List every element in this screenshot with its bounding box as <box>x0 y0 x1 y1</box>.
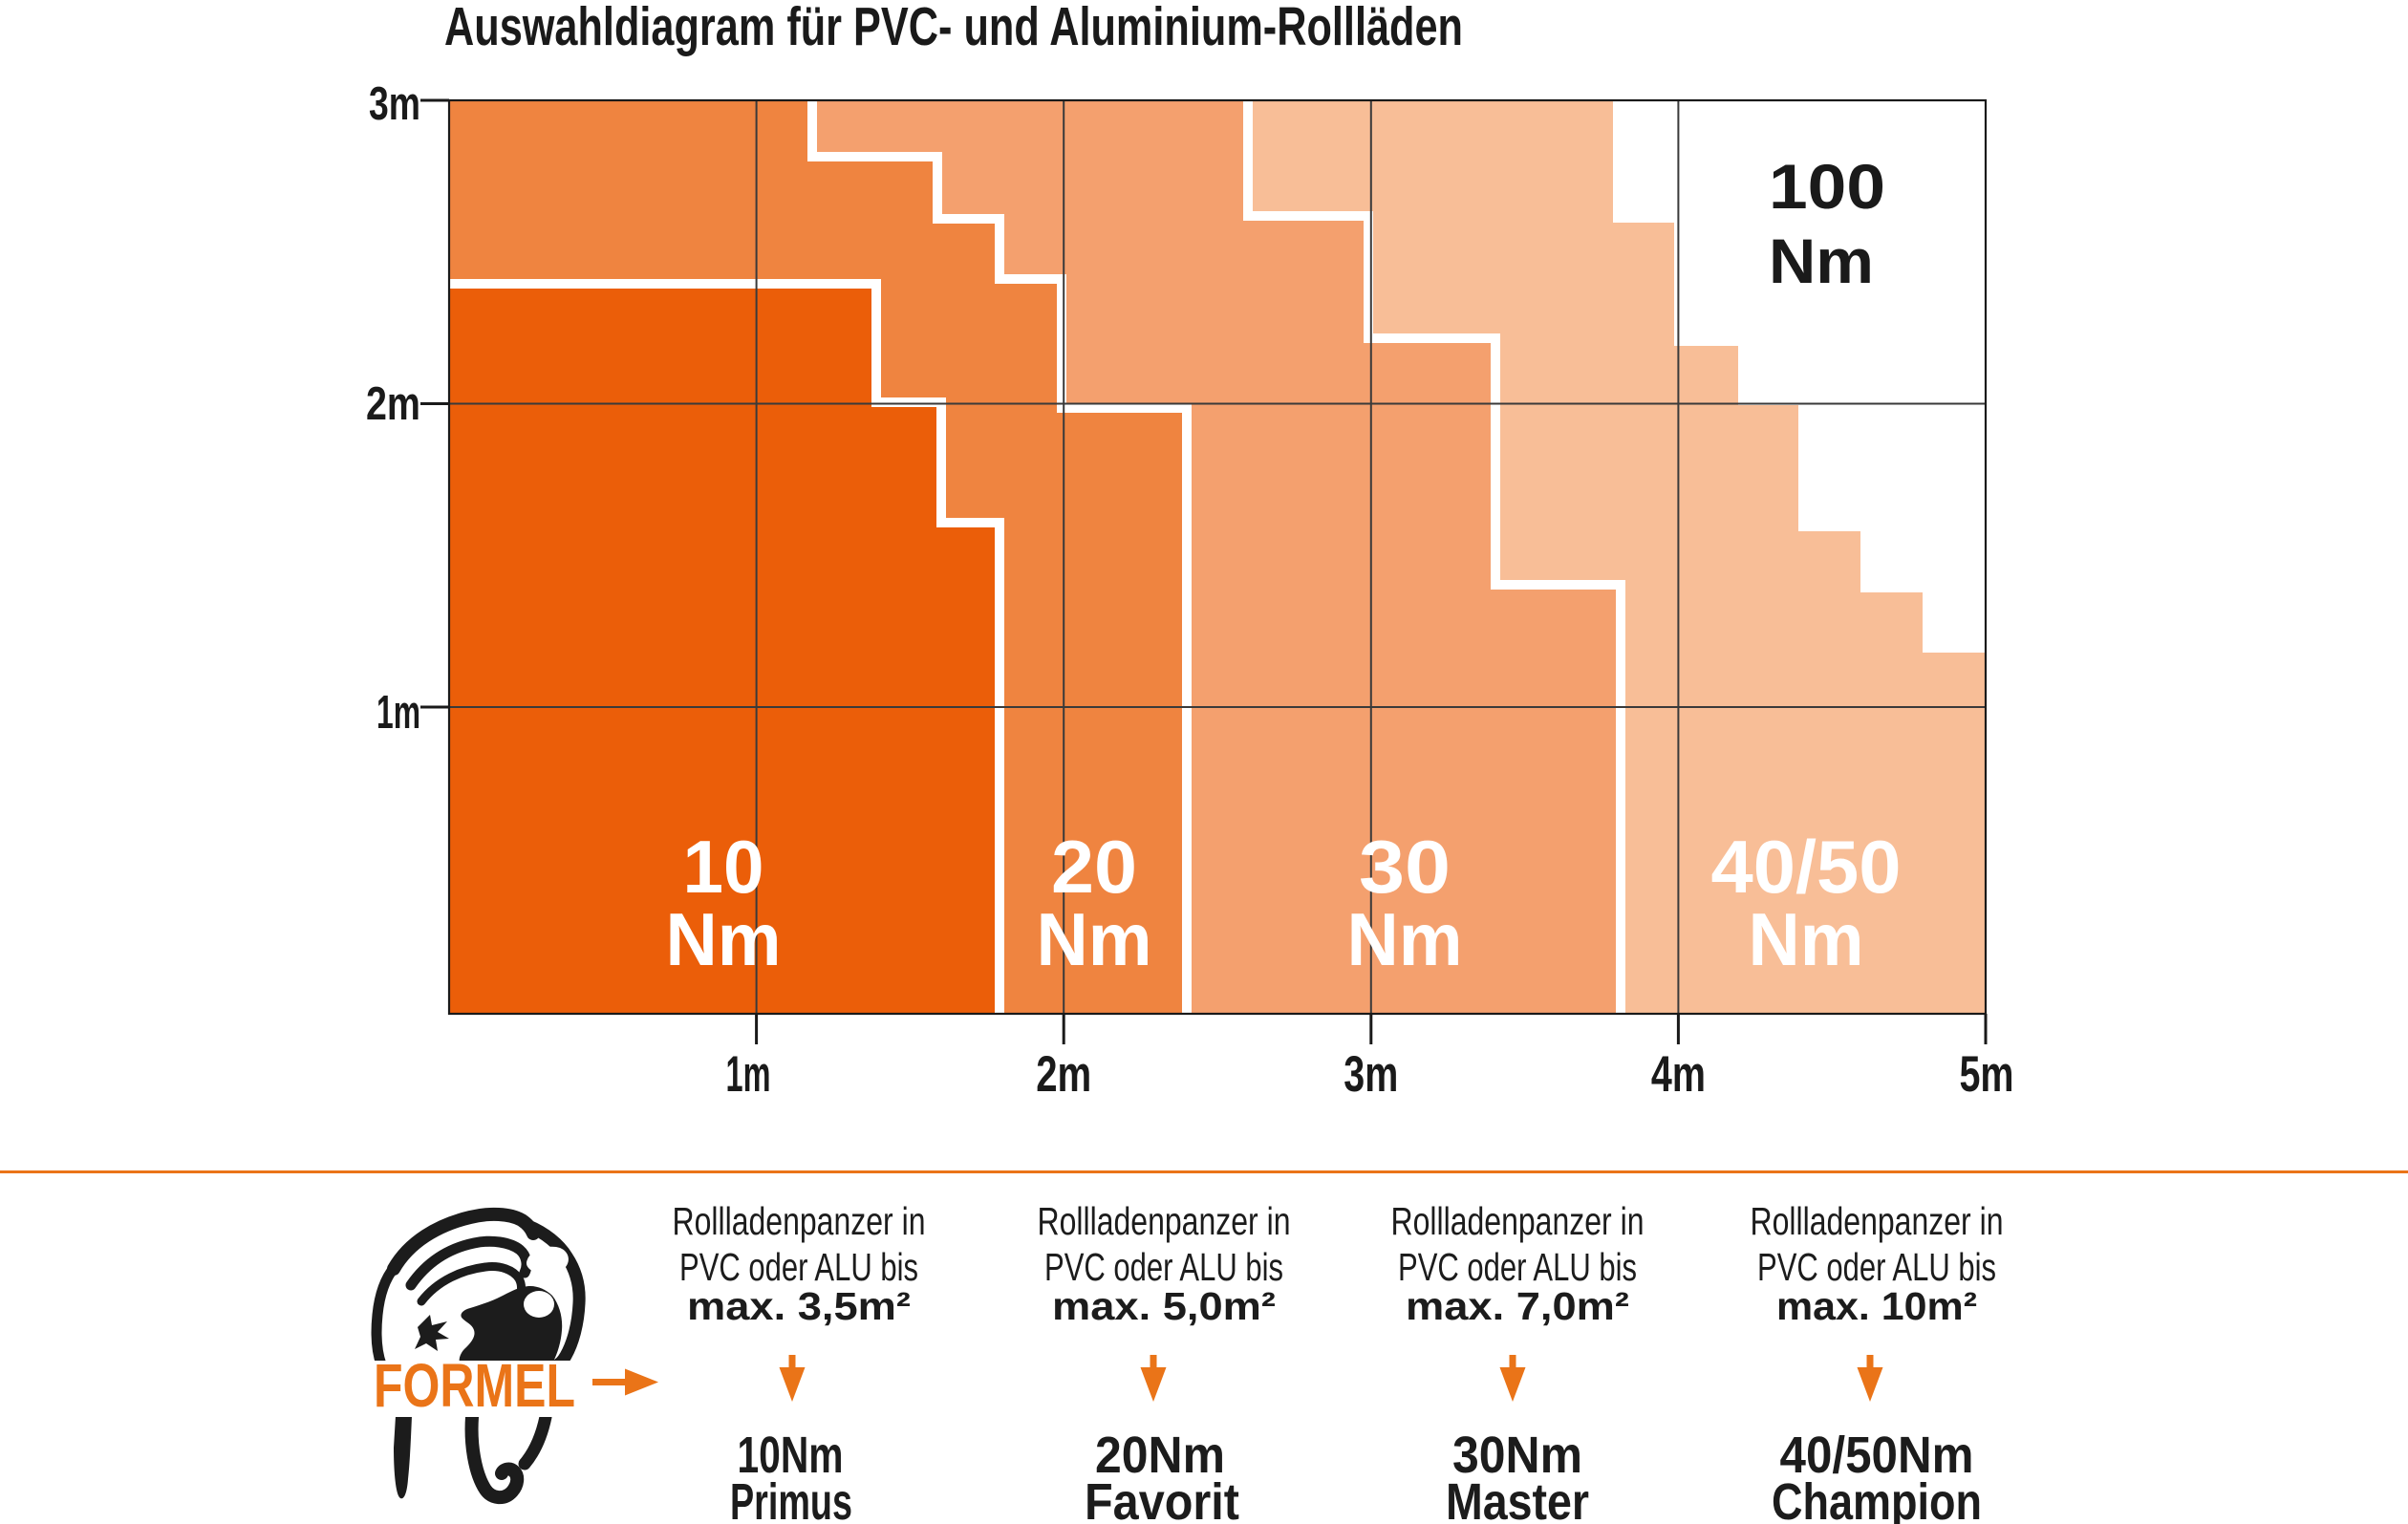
svg-text:FORMEL: FORMEL <box>374 1351 575 1420</box>
svg-text:100: 100 <box>1769 151 1885 222</box>
svg-text:2m: 2m <box>366 378 420 430</box>
svg-text:5m: 5m <box>1960 1046 2014 1103</box>
svg-text:30Nm: 30Nm <box>1452 1427 1582 1484</box>
svg-text:20Nm: 20Nm <box>1095 1427 1225 1484</box>
svg-text:1m: 1m <box>726 1046 771 1103</box>
svg-text:PVC oder ALU bis: PVC oder ALU bis <box>1398 1245 1637 1289</box>
svg-text:Rollladenpanzer in: Rollladenpanzer in <box>1391 1199 1645 1243</box>
svg-text:max. 7,0m²: max. 7,0m² <box>1406 1284 1629 1328</box>
svg-text:Nm: Nm <box>1037 897 1152 981</box>
svg-text:Rollladenpanzer in: Rollladenpanzer in <box>1751 1199 2004 1243</box>
svg-text:Nm: Nm <box>1769 225 1874 296</box>
svg-text:20: 20 <box>1051 825 1137 909</box>
svg-text:Rollladenpanzer in: Rollladenpanzer in <box>1038 1199 1291 1243</box>
svg-text:4m: 4m <box>1651 1046 1706 1103</box>
svg-text:3m: 3m <box>369 78 420 130</box>
svg-text:Primus: Primus <box>730 1473 852 1524</box>
svg-text:Rollladenpanzer in: Rollladenpanzer in <box>673 1199 926 1243</box>
svg-text:10: 10 <box>683 825 764 909</box>
svg-text:Nm: Nm <box>666 897 782 981</box>
svg-text:Nm: Nm <box>1749 897 1864 981</box>
svg-text:PVC oder ALU bis: PVC oder ALU bis <box>679 1245 918 1289</box>
svg-text:10Nm: 10Nm <box>738 1427 844 1484</box>
svg-text:3m: 3m <box>1344 1046 1398 1103</box>
svg-text:1m: 1m <box>376 687 420 739</box>
svg-text:max. 5,0m²: max. 5,0m² <box>1052 1284 1276 1328</box>
svg-text:PVC oder ALU bis: PVC oder ALU bis <box>1757 1245 1996 1289</box>
svg-text:2m: 2m <box>1036 1046 1091 1103</box>
svg-text:max. 10m²: max. 10m² <box>1776 1284 1977 1328</box>
svg-text:Champion: Champion <box>1772 1473 1982 1524</box>
svg-text:Master: Master <box>1446 1473 1589 1524</box>
svg-text:30: 30 <box>1359 825 1451 909</box>
svg-text:max. 3,5m²: max. 3,5m² <box>687 1284 911 1328</box>
svg-text:Auswahldiagram für PVC- und Al: Auswahldiagram für PVC- und Aluminium-Ro… <box>444 0 1463 57</box>
svg-text:40/50Nm: 40/50Nm <box>1780 1427 1974 1484</box>
svg-text:PVC oder ALU bis: PVC oder ALU bis <box>1044 1245 1283 1289</box>
svg-text:Favorit: Favorit <box>1085 1473 1239 1524</box>
svg-text:40/50: 40/50 <box>1711 825 1902 909</box>
svg-text:Nm: Nm <box>1347 897 1463 981</box>
